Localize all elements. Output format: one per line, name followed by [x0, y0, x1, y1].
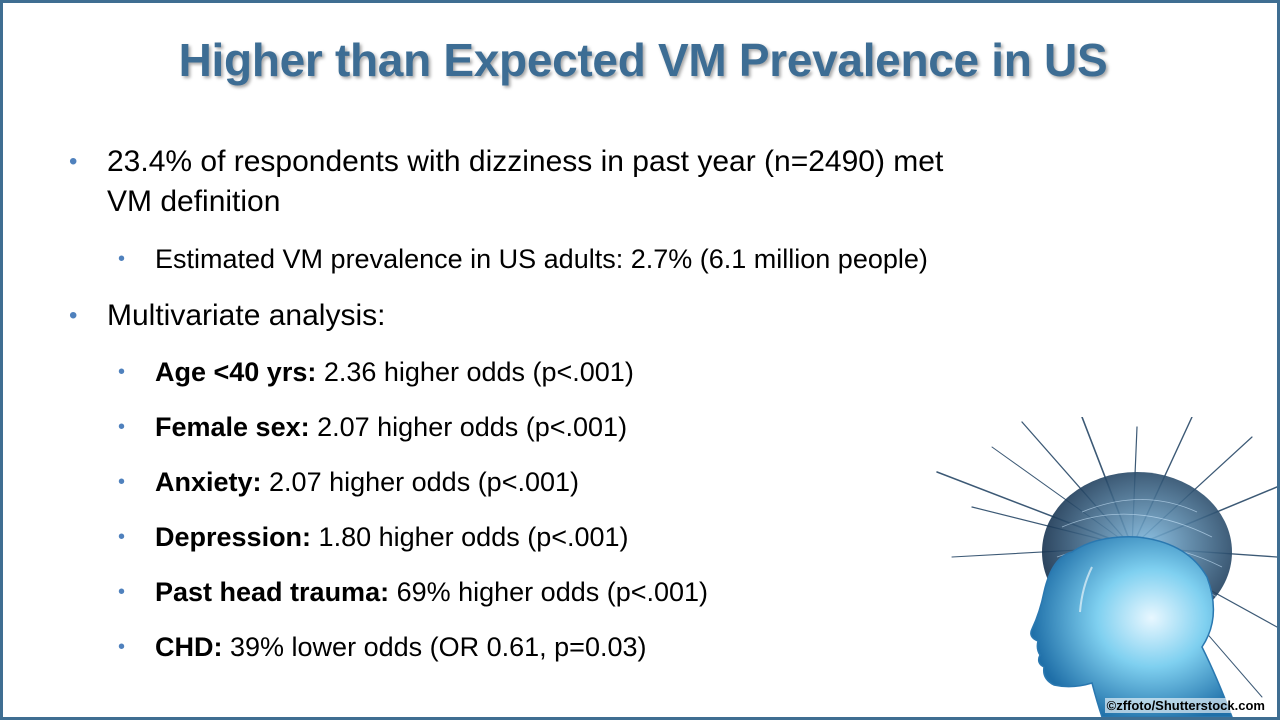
slide-title: Higher than Expected VM Prevalence in US — [178, 34, 1108, 86]
bullet-dot-icon: • — [118, 471, 126, 493]
bullet-dot-icon: • — [118, 581, 126, 603]
bullet-text: Multivariate analysis: — [107, 299, 386, 332]
bullet-line: 23.4% of respondents with dizziness in p… — [107, 145, 944, 178]
bullet-prevalence: • Estimated VM prevalence in US adults: … — [118, 241, 928, 277]
factor-detail: 2.36 higher odds (p<.001) — [316, 357, 634, 387]
bullet-dot-icon: • — [69, 148, 78, 175]
factor-detail: 69% higher odds (p<.001) — [389, 577, 709, 607]
factor-age: • Age <40 yrs: 2.36 higher odds (p<.001) — [118, 354, 634, 390]
factor-anxiety: • Anxiety: 2.07 higher odds (p<.001) — [118, 464, 579, 500]
factor-detail: 2.07 higher odds (p<.001) — [309, 412, 628, 442]
factor-head-trauma: • Past head trauma: 69% higher odds (p<.… — [118, 574, 708, 610]
factor-female: • Female sex: 2.07 higher odds (p<.001) — [118, 409, 627, 445]
bullet-multivariate: • Multivariate analysis: — [69, 296, 385, 336]
bullet-dot-icon: • — [118, 526, 126, 548]
bullet-dot-icon: • — [118, 416, 126, 438]
factor-label: Depression: — [155, 522, 312, 552]
factor-detail: 39% lower odds (OR 0.61, p=0.03) — [222, 632, 647, 662]
slide-content: • 23.4% of respondents with dizziness in… — [3, 3, 1277, 717]
factor-label: Age <40 yrs: — [155, 357, 317, 387]
factor-detail: 1.80 higher odds (p<.001) — [311, 522, 629, 552]
factor-label: Female sex: — [155, 412, 310, 442]
image-credit: ©zffoto/Shutterstock.com — [1104, 698, 1267, 713]
bullet-dot-icon: • — [118, 248, 126, 270]
factor-label: CHD: — [155, 632, 223, 662]
bullet-text: Estimated VM prevalence in US adults: 2.… — [155, 244, 928, 274]
bullet-dot-icon: • — [69, 302, 78, 329]
bullet-respondents: • 23.4% of respondents with dizziness in… — [69, 142, 943, 222]
factor-label: Anxiety: — [155, 467, 262, 497]
bullet-dot-icon: • — [118, 361, 126, 383]
factor-depression: • Depression: 1.80 higher odds (p<.001) — [118, 519, 629, 555]
factor-chd: • CHD: 39% lower odds (OR 0.61, p=0.03) — [118, 629, 646, 665]
factor-detail: 2.07 higher odds (p<.001) — [261, 467, 580, 497]
bullet-line: VM definition — [107, 185, 281, 218]
head-with-neural-spikes-icon — [936, 417, 1277, 717]
bullet-dot-icon: • — [118, 636, 126, 658]
factor-label: Past head trauma: — [155, 577, 390, 607]
